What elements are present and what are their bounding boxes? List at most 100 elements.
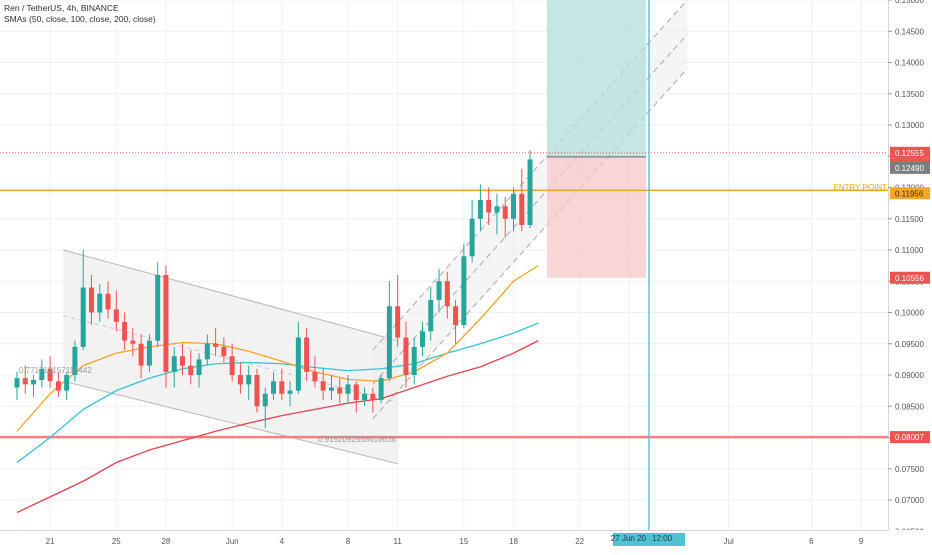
candle[interactable]: [22, 365, 28, 394]
candle-body: [378, 378, 384, 400]
candle[interactable]: [97, 284, 103, 322]
candle[interactable]: [246, 365, 252, 400]
candle[interactable]: [320, 368, 326, 400]
price-tick-label: 0.14000: [895, 59, 924, 68]
candle[interactable]: [304, 328, 310, 382]
candle[interactable]: [411, 337, 417, 385]
candle[interactable]: [444, 271, 450, 319]
candle-body: [469, 218, 475, 257]
candle[interactable]: [295, 321, 301, 394]
price-tick-label: 0.15000: [895, 0, 924, 5]
candle[interactable]: [47, 356, 53, 388]
candle[interactable]: [39, 359, 45, 388]
candle[interactable]: [163, 265, 169, 388]
stop-price-tag-text: 0.10556: [895, 274, 924, 283]
candle[interactable]: [453, 300, 459, 344]
candle[interactable]: [254, 368, 260, 413]
candle[interactable]: [328, 375, 334, 400]
candle[interactable]: [188, 350, 194, 385]
candle[interactable]: [262, 387, 268, 429]
candle[interactable]: [337, 378, 343, 404]
candle[interactable]: [221, 337, 227, 363]
sma200-line: [16, 340, 539, 514]
candle[interactable]: [155, 262, 161, 347]
candle[interactable]: [204, 334, 210, 366]
loss-zone[interactable]: [547, 156, 646, 278]
candle[interactable]: [461, 243, 467, 329]
candle[interactable]: [180, 343, 185, 375]
candle[interactable]: [229, 343, 235, 382]
candle[interactable]: [287, 381, 293, 407]
candle[interactable]: [362, 387, 368, 407]
candle[interactable]: [64, 371, 70, 400]
candle[interactable]: [419, 321, 425, 357]
candle[interactable]: [80, 250, 86, 350]
candle[interactable]: [527, 150, 533, 229]
candle[interactable]: [312, 356, 318, 388]
candle-body: [55, 381, 61, 391]
candle[interactable]: [353, 381, 359, 413]
candle[interactable]: [146, 334, 152, 372]
candle[interactable]: [370, 387, 376, 413]
last-price-tag[interactable]: [890, 146, 930, 159]
candle[interactable]: [213, 328, 219, 357]
position-price-tag-text: 0.12490: [895, 164, 924, 173]
candle[interactable]: [88, 275, 94, 325]
candle[interactable]: [31, 375, 37, 397]
candle-body: [130, 340, 136, 344]
candle-body: [486, 200, 492, 213]
candle[interactable]: [105, 281, 111, 319]
candle[interactable]: [130, 328, 136, 357]
stop-price-tag[interactable]: [890, 271, 930, 284]
entry-price-tag[interactable]: [890, 187, 930, 200]
candle[interactable]: [113, 290, 119, 332]
candle[interactable]: [403, 321, 409, 388]
candle-body: [262, 393, 268, 407]
candle[interactable]: [428, 287, 434, 341]
candle[interactable]: [55, 371, 61, 397]
candle[interactable]: [72, 340, 78, 382]
candle[interactable]: [511, 187, 516, 232]
candle-body: [171, 356, 177, 372]
candle-body: [105, 293, 111, 310]
time-tick-label: 22: [575, 537, 584, 546]
price-tick-label: 0.07500: [895, 465, 924, 474]
price-tick-label: 0.08500: [895, 402, 924, 411]
time-cursor-tag[interactable]: [613, 533, 685, 546]
candle[interactable]: [469, 200, 475, 263]
candle[interactable]: [395, 275, 401, 347]
candle[interactable]: [519, 168, 525, 232]
candle[interactable]: [378, 375, 384, 404]
candle[interactable]: [14, 371, 20, 400]
candle-body: [155, 275, 161, 341]
candle[interactable]: [271, 371, 277, 400]
candle[interactable]: [138, 334, 144, 379]
candle[interactable]: [477, 184, 483, 232]
support-price-tag[interactable]: [890, 431, 930, 444]
candle[interactable]: [486, 187, 492, 226]
candle-body: [188, 365, 194, 375]
candles: [14, 150, 533, 429]
candle[interactable]: [196, 353, 202, 388]
candle[interactable]: [494, 193, 500, 235]
time-tick-label: 15: [459, 537, 468, 546]
channel-ratio-label-bottom: 0.9152092558616636: [318, 435, 396, 444]
candle[interactable]: [386, 281, 392, 382]
profit-zone[interactable]: [547, 0, 646, 157]
candle[interactable]: [122, 312, 128, 351]
candle[interactable]: [279, 368, 285, 400]
position-price-tag[interactable]: [890, 161, 930, 174]
support-price-tag-text: 0.08007: [895, 433, 924, 442]
candle-body: [477, 200, 483, 219]
candle[interactable]: [436, 268, 442, 313]
candle[interactable]: [345, 375, 351, 404]
candle-body: [64, 375, 70, 391]
candle[interactable]: [502, 196, 508, 238]
time-axis[interactable]: [0, 530, 932, 550]
channel-ratio-label-top: 0.771712157115442: [19, 366, 92, 375]
candle[interactable]: [171, 346, 177, 388]
candle-body: [138, 343, 144, 366]
candle[interactable]: [237, 362, 243, 394]
